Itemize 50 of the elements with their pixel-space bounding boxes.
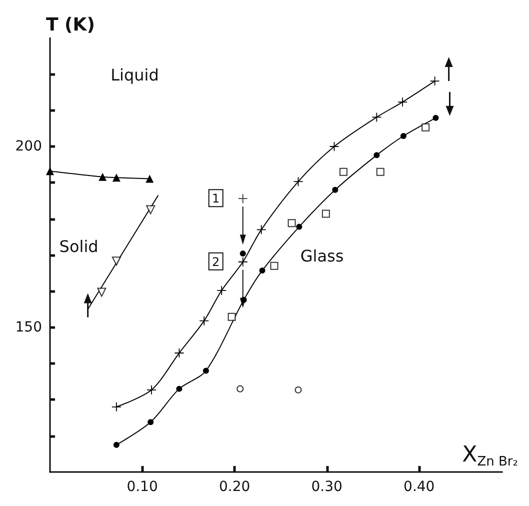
point xyxy=(400,133,406,140)
point xyxy=(238,194,248,204)
x-tick-label: 0.40 xyxy=(404,479,435,495)
x-tick-label: 0.30 xyxy=(311,479,342,495)
point xyxy=(46,167,54,176)
point xyxy=(322,210,330,218)
point xyxy=(422,123,430,132)
point xyxy=(332,186,338,193)
point xyxy=(97,288,106,297)
point xyxy=(228,312,236,321)
point xyxy=(112,256,121,266)
point xyxy=(294,386,302,394)
point xyxy=(376,168,384,176)
annotation: Solid xyxy=(59,236,98,256)
y-axis-title: T (K) xyxy=(46,14,95,36)
point xyxy=(148,419,154,426)
point xyxy=(202,368,209,374)
y-tick-label: 150 xyxy=(15,319,42,336)
point xyxy=(339,168,348,176)
point xyxy=(270,262,278,270)
point xyxy=(146,205,156,214)
point xyxy=(238,257,248,266)
point xyxy=(176,386,182,392)
point xyxy=(113,442,120,448)
point xyxy=(200,316,209,326)
point xyxy=(398,98,408,107)
point xyxy=(374,152,380,158)
annotation: 2 xyxy=(212,254,220,269)
point xyxy=(296,224,302,230)
annotation: Liquid xyxy=(110,65,159,84)
point xyxy=(432,114,439,121)
point xyxy=(288,219,296,228)
point xyxy=(98,172,107,181)
point xyxy=(147,385,156,394)
point xyxy=(112,402,121,412)
point xyxy=(112,174,120,182)
y-tick-label: 200 xyxy=(15,138,42,154)
point xyxy=(236,385,244,392)
point xyxy=(240,296,247,303)
point xyxy=(174,348,184,358)
annotation: Glass xyxy=(300,246,344,266)
point xyxy=(217,286,226,295)
point xyxy=(256,225,266,234)
x-tick-label: 0.20 xyxy=(218,479,250,495)
x-tick-label: 0.10 xyxy=(126,479,158,495)
point xyxy=(430,76,440,86)
point xyxy=(259,268,266,274)
point xyxy=(146,174,154,183)
annotation: 1 xyxy=(212,192,220,206)
point xyxy=(240,250,246,257)
